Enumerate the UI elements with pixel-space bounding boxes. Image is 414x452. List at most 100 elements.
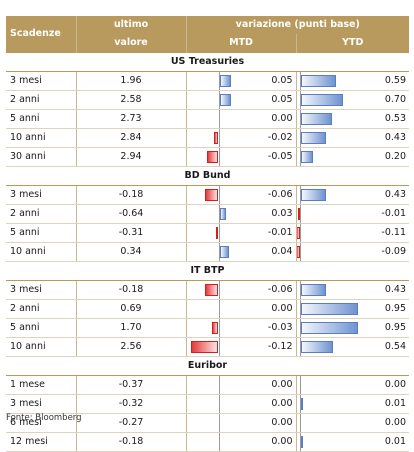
ytd-value: -0.09 [381,246,406,257]
mtd-value: 0.04 [271,246,293,257]
table-row: 5 anni 1.70 -0.03 0.95 [6,318,409,338]
mtd-value: -0.05 [267,151,293,162]
last-value: -0.31 [76,223,187,243]
mtd-cell: -0.01 [186,223,297,243]
mtd-bar [219,94,231,106]
header-ultimo: ultimo [76,16,187,34]
ytd-value: 0.95 [384,303,406,314]
ytd-bar [300,341,333,353]
ytd-bar [300,132,327,144]
mtd-cell: 0.04 [186,242,297,262]
header-ytd: YTD [296,34,409,53]
yields-table: Scadenze ultimo variazione (punti base) … [6,16,409,452]
section-title: Euribor [6,356,409,376]
mtd-bar [219,246,229,258]
mtd-axis-line [218,110,220,128]
mtd-cell: 0.05 [186,90,297,110]
section-title: BD Bund [6,166,409,186]
ytd-cell: 0.53 [296,109,409,129]
ytd-axis-line [299,300,301,318]
last-value: 2.94 [76,147,187,167]
ytd-value: 0.20 [384,151,406,162]
mtd-value: -0.02 [267,132,293,143]
ytd-value: 0.70 [384,94,406,105]
ytd-bar [297,208,300,220]
ytd-cell: 0.43 [296,280,409,300]
mtd-bar [204,284,219,296]
last-value: -0.37 [76,375,187,395]
mtd-axis-line [218,300,220,318]
mtd-axis-line [218,129,220,147]
table-row: 3 mesi -0.18 -0.06 0.43 [6,280,409,300]
ytd-axis-line [299,338,301,356]
table-row: 2 anni 2.58 0.05 0.70 [6,90,409,110]
mtd-value: 0.00 [271,113,293,124]
table-row: 5 anni -0.31 -0.01 -0.11 [6,223,409,243]
maturity-label: 30 anni [6,147,77,167]
ytd-bar [296,227,300,239]
maturity-label: 10 anni [6,128,77,148]
last-value: 1.70 [76,318,187,338]
mtd-bar [213,132,219,144]
ytd-value: 0.95 [384,322,406,333]
mtd-value: 0.05 [271,94,293,105]
maturity-label: 5 anni [6,109,77,129]
ytd-bar [300,189,327,201]
last-value: 2.84 [76,128,187,148]
last-value: -0.18 [76,185,187,205]
ytd-bar [300,303,358,315]
table-row: 10 anni 2.84 -0.02 0.43 [6,128,409,148]
mtd-value: 0.00 [271,398,293,409]
ytd-cell: 0.95 [296,299,409,319]
ytd-cell: 0.00 [296,413,409,433]
maturity-label: 10 anni [6,337,77,357]
mtd-value: 0.05 [271,75,293,86]
mtd-value: 0.00 [271,303,293,314]
last-value: 2.58 [76,90,187,110]
section-header: IT BTP [6,261,409,281]
mtd-cell: 0.03 [186,204,297,224]
maturity-label: 3 mesi [6,71,77,91]
ytd-bar [300,284,327,296]
ytd-cell: -0.01 [296,204,409,224]
maturity-label: 2 anni [6,90,77,110]
mtd-axis-line [218,414,220,432]
last-value: 0.34 [76,242,187,262]
mtd-bar [211,322,219,334]
last-value: 0.69 [76,299,187,319]
ytd-value: 0.43 [384,284,406,295]
mtd-value: 0.00 [271,379,293,390]
mtd-cell: 0.05 [186,71,297,91]
maturity-label: 3 mesi [6,394,77,414]
mtd-axis-line [218,243,220,261]
ytd-axis-line [299,110,301,128]
table-row: 1 mese -0.37 0.00 0.00 [6,375,409,395]
mtd-axis-line [218,186,220,204]
table-row: 3 mesi 1.96 0.05 0.59 [6,71,409,91]
maturity-label: 3 mesi [6,185,77,205]
mtd-cell: -0.05 [186,147,297,167]
ytd-axis-line [299,319,301,337]
table-row: 2 anni -0.64 0.03 -0.01 [6,204,409,224]
ytd-axis-line [299,91,301,109]
last-value: 2.73 [76,109,187,129]
table-row: 5 anni 2.73 0.00 0.53 [6,109,409,129]
mtd-axis-line [218,281,220,299]
mtd-cell: 0.00 [186,375,297,395]
table-row: 30 anni 2.94 -0.05 0.20 [6,147,409,167]
table-row: 10 anni 2.56 -0.12 0.54 [6,337,409,357]
section-title: US Treasuries [6,52,409,72]
section-header: Euribor [6,356,409,376]
table-row: 12 mesi -0.18 0.00 0.01 [6,432,409,452]
ytd-axis-line [299,243,301,261]
ytd-value: 0.01 [384,398,406,409]
ytd-value: 0.01 [384,436,406,447]
ytd-value: 0.43 [384,189,406,200]
ytd-value: 0.59 [384,75,406,86]
ytd-value: -0.01 [381,208,406,219]
ytd-axis-line [299,414,301,432]
ytd-value: 0.43 [384,132,406,143]
mtd-axis-line [218,224,220,242]
ytd-value: 0.54 [384,341,406,352]
ytd-cell: 0.54 [296,337,409,357]
